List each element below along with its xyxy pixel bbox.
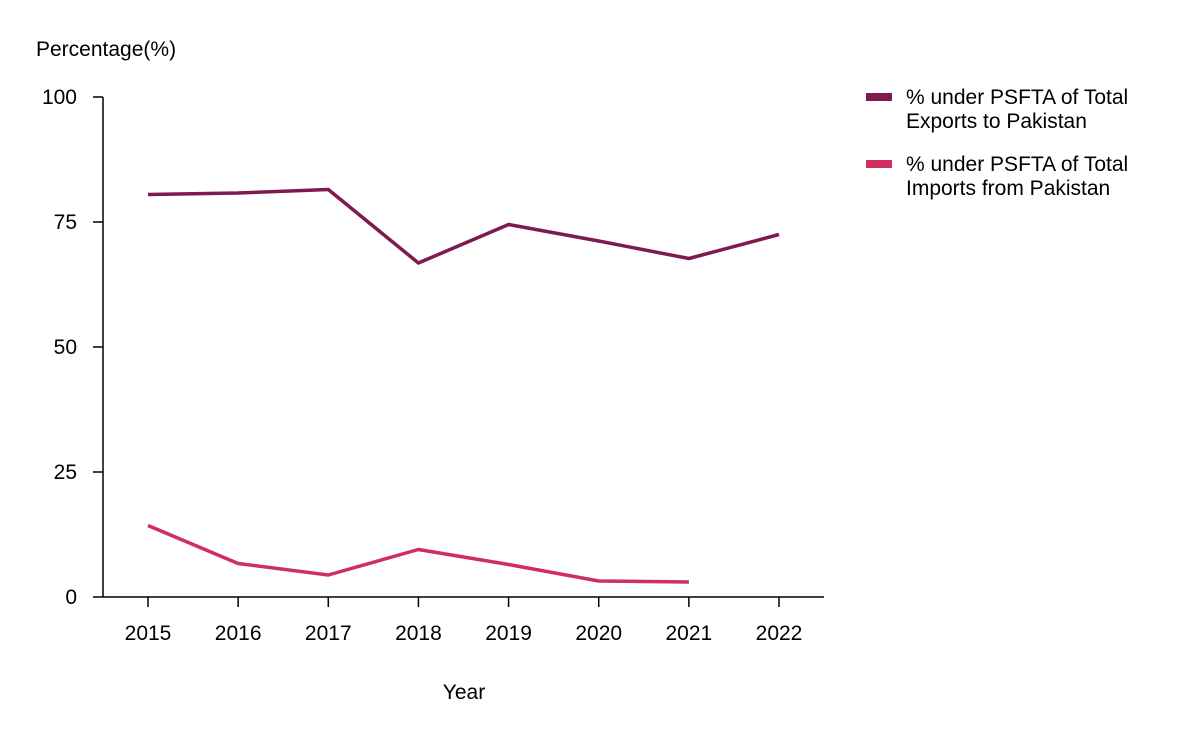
legend-label: Exports to Pakistan: [906, 110, 1087, 133]
legend-label: % under PSFTA of Total: [906, 153, 1128, 176]
y-tick-label: 50: [54, 336, 77, 359]
x-tick-label: 2017: [305, 622, 352, 645]
legend-label: Imports from Pakistan: [906, 177, 1110, 200]
x-tick-label: 2020: [575, 622, 622, 645]
legend-label: % under PSFTA of Total: [906, 86, 1128, 109]
x-tick-label: 2022: [756, 622, 803, 645]
axis-labels: Percentage(%) Year: [36, 38, 485, 704]
y-axis-title: Percentage(%): [36, 38, 176, 61]
legend-swatch: [866, 93, 892, 101]
x-axis-title: Year: [443, 681, 485, 704]
x-tick-label: 2015: [125, 622, 172, 645]
x-tick-label: 2019: [485, 622, 532, 645]
y-tick-label: 75: [54, 211, 77, 234]
y-tick-label: 100: [42, 86, 77, 109]
y-tick-label: 0: [65, 586, 77, 609]
y-tick-label: 25: [54, 461, 77, 484]
axes: 0 25 50 75 100 2015 2016 2017 2018 2019 2020 2021 20…: [42, 86, 824, 645]
series-line-1: [147, 187, 780, 265]
series-lines: [147, 187, 780, 584]
x-tick-label: 2016: [215, 622, 262, 645]
x-tick-label: 2021: [665, 622, 712, 645]
legend-swatch: [866, 160, 892, 168]
x-tick-label: 2018: [395, 622, 442, 645]
series-line-2: [147, 523, 689, 584]
